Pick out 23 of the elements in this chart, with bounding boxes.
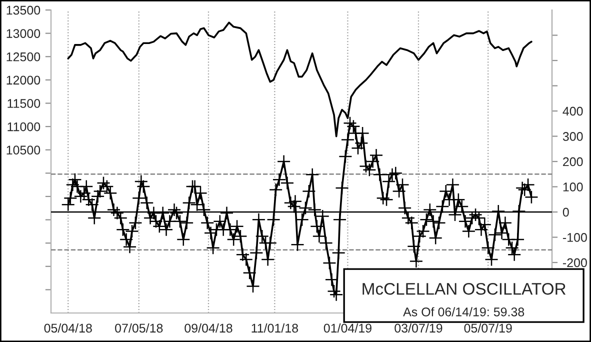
y2-tick-label: 100 bbox=[563, 182, 583, 192]
x-tick-label: 07/05/18 bbox=[115, 323, 163, 333]
x-tick-label: 03/07/19 bbox=[394, 323, 442, 333]
y2-tick-label: 200 bbox=[563, 157, 583, 166]
y2-tick-label: 300 bbox=[562, 132, 583, 141]
x-tick-label: 11/01/18 bbox=[252, 323, 298, 333]
x-tick-label: 01/04/19 bbox=[324, 323, 372, 333]
y-tick-label: 13500 bbox=[6, 6, 40, 15]
x-tick-label: 05/04/18 bbox=[44, 323, 92, 333]
y-tick-label: 10500 bbox=[6, 146, 40, 154]
y-tick-label: 12000 bbox=[6, 76, 40, 85]
y-tick-label: 13000 bbox=[6, 29, 40, 38]
x-tick-label: 09/04/18 bbox=[184, 323, 232, 333]
y2-tick-label: -100 bbox=[562, 233, 587, 242]
y-tick-label: 11500 bbox=[8, 99, 40, 108]
annotation: McCLELLAN OSCILLATOR bbox=[362, 282, 566, 295]
x-tick-label: 05/07/19 bbox=[464, 323, 512, 333]
y2-tick-label: 0 bbox=[562, 208, 569, 217]
annotation: As Of 06/14/19: 59.38 bbox=[403, 307, 524, 316]
y2-tick-label: 400 bbox=[562, 106, 583, 116]
y-tick-label: 12500 bbox=[6, 52, 40, 62]
y2-tick-label: -200 bbox=[562, 258, 587, 268]
y-tick-label: 11000 bbox=[8, 122, 40, 132]
